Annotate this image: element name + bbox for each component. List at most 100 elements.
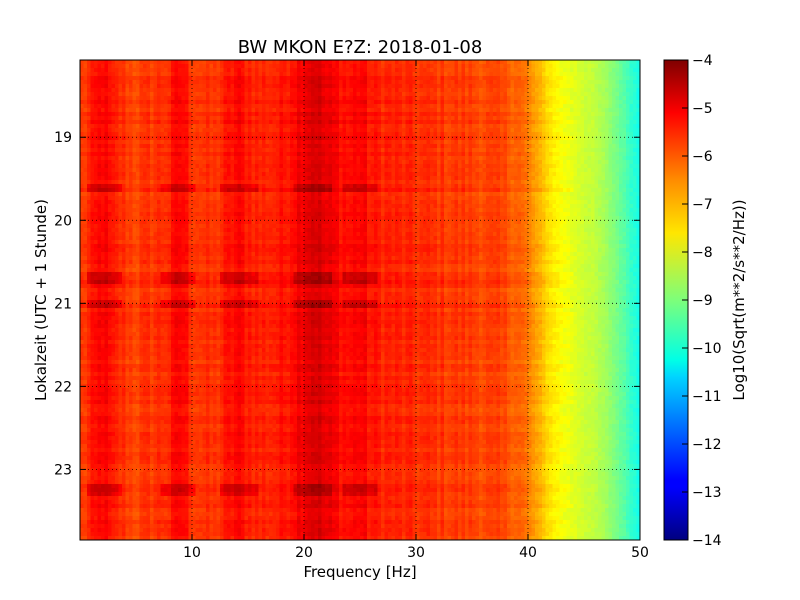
heatmap-cell: [545, 112, 550, 117]
heatmap-cell: [402, 180, 406, 185]
heatmap-cell: [164, 108, 168, 113]
heatmap-cell: [300, 128, 305, 133]
heatmap-cell: [507, 136, 511, 141]
heatmap-cell: [619, 80, 623, 85]
heatmap-cell: [482, 116, 487, 121]
heatmap-cell: [185, 92, 189, 97]
heatmap-cell: [370, 76, 375, 81]
heatmap-cell: [454, 144, 459, 149]
heatmap-cell: [129, 60, 133, 65]
heatmap-cell: [153, 84, 158, 89]
heatmap-cell: [591, 68, 595, 73]
heatmap-cell: [363, 120, 368, 125]
heatmap-cell: [206, 152, 210, 157]
heatmap-cell: [507, 132, 511, 137]
heatmap-cell: [633, 140, 637, 145]
heatmap-cell: [587, 96, 592, 101]
heatmap-cell: [136, 104, 140, 109]
heatmap-cell: [500, 84, 504, 89]
heatmap-cell: [279, 68, 284, 73]
heatmap-cell: [346, 96, 350, 101]
heatmap-cell: [311, 164, 315, 169]
heatmap-cell: [433, 160, 438, 165]
heatmap-cell: [356, 140, 361, 145]
heatmap-cell: [461, 128, 466, 133]
heatmap-cell: [227, 148, 231, 153]
heatmap-cell: [461, 60, 466, 65]
heatmap-cell: [87, 168, 91, 173]
heatmap-cell: [612, 112, 616, 117]
heatmap-cell: [269, 140, 273, 145]
heatmap-cell: [297, 136, 301, 141]
heatmap-cell: [629, 152, 634, 157]
heatmap-cell: [101, 76, 105, 81]
heatmap-cell: [111, 124, 116, 129]
heatmap-cell: [573, 128, 578, 133]
heatmap-cell: [615, 160, 620, 165]
heatmap-cell: [528, 180, 532, 185]
heatmap-cell: [129, 164, 133, 169]
heatmap-cell: [360, 152, 364, 157]
heatmap-cell: [251, 80, 256, 85]
heatmap-cell: [97, 116, 102, 121]
heatmap-cell: [538, 100, 543, 105]
heatmap-cell: [426, 152, 431, 157]
heatmap-cell: [241, 164, 245, 169]
heatmap-cell: [125, 144, 130, 149]
heatmap-cell: [108, 172, 112, 177]
heatmap-cell: [115, 172, 119, 177]
heatmap-cell: [335, 172, 340, 177]
heatmap-cell: [307, 92, 312, 97]
heatmap-cell: [545, 144, 550, 149]
heatmap-cell: [339, 148, 343, 153]
heatmap-cell: [433, 88, 438, 93]
heatmap-cell: [136, 100, 140, 105]
heatmap-cell: [143, 76, 147, 81]
heatmap-cell: [304, 168, 308, 173]
heatmap-cell: [80, 108, 84, 113]
heatmap-cell: [115, 132, 119, 137]
heatmap-cell: [626, 100, 630, 105]
heatmap-cell: [293, 160, 298, 165]
heatmap-cell: [416, 64, 420, 69]
heatmap-cell: [269, 156, 273, 161]
heatmap-cell: [356, 84, 361, 89]
heatmap-cell: [150, 160, 154, 165]
heatmap-cell: [591, 164, 595, 169]
heatmap-cell: [395, 124, 399, 129]
heatmap-cell: [626, 68, 630, 73]
heatmap-cell: [374, 112, 378, 117]
heatmap-cell: [325, 92, 329, 97]
heatmap-cell: [234, 80, 238, 85]
heatmap-cell: [125, 76, 130, 81]
heatmap-cell: [475, 172, 480, 177]
heatmap-cell: [83, 176, 88, 181]
heatmap-cell: [199, 184, 203, 189]
heatmap-cell: [556, 84, 560, 89]
heatmap-cell: [542, 108, 546, 113]
heatmap-cell: [538, 168, 543, 173]
heatmap-cell: [363, 116, 368, 121]
heatmap-cell: [563, 124, 567, 129]
heatmap-cell: [419, 136, 424, 141]
heatmap-cell: [244, 112, 249, 117]
heatmap-cell: [517, 104, 522, 109]
heatmap-cell: [311, 180, 315, 185]
heatmap-cell: [332, 136, 336, 141]
heatmap-cell: [206, 104, 210, 109]
heatmap-cell: [335, 156, 340, 161]
heatmap-cell: [192, 176, 196, 181]
heatmap-cell: [335, 120, 340, 125]
heatmap-cell: [314, 168, 319, 173]
heatmap-cell: [521, 88, 525, 93]
heatmap-cell: [157, 68, 161, 73]
heatmap-cell: [276, 92, 280, 97]
heatmap-cell: [482, 108, 487, 113]
heatmap-cell: [206, 172, 210, 177]
heatmap-cell: [409, 120, 413, 125]
heatmap-cell: [556, 136, 560, 141]
heatmap-cell: [598, 156, 602, 161]
heatmap-cell: [216, 160, 221, 165]
heatmap-cell: [258, 112, 263, 117]
heatmap-cell: [412, 152, 417, 157]
